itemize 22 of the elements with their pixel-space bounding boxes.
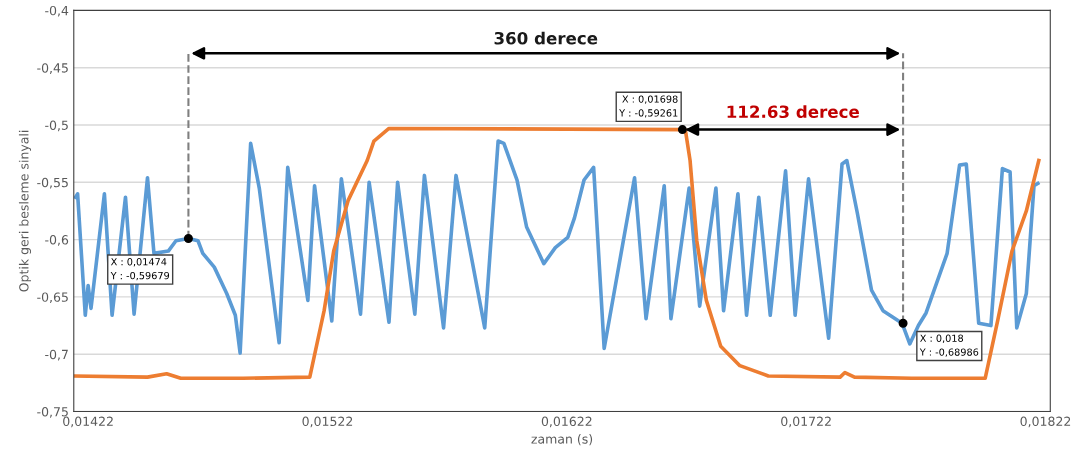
annotation: 360 derece bbox=[494, 31, 598, 45]
line-series bbox=[73, 125, 1041, 381]
y-tick-label: -0,7 bbox=[45, 349, 68, 361]
y-tick-label: -0,75 bbox=[37, 406, 68, 418]
y-tick-label: -0,5 bbox=[45, 120, 68, 132]
x-tick-label: 0,01522 bbox=[302, 416, 353, 428]
x-tick-label: 0,01422 bbox=[63, 416, 113, 428]
annotation: X : 0,01698 Y : -0,59261 bbox=[619, 95, 678, 118]
x-tick-label: 0,01622 bbox=[541, 416, 592, 428]
y-tick-label: -0,45 bbox=[37, 63, 68, 74]
y-tick-label: -0,65 bbox=[37, 292, 68, 304]
annotation: X : 0,018 Y : -0,68986 bbox=[919, 334, 979, 357]
annotation: X : 0,01474 Y : -0,59679 bbox=[110, 258, 170, 281]
x-axis-title: zaman (s) bbox=[531, 434, 593, 446]
y-tick-label: -0,4 bbox=[45, 5, 69, 17]
x-tick-label: 0,01722 bbox=[781, 416, 831, 428]
x-tick-label: 0,01822 bbox=[1020, 416, 1071, 428]
y-tick-label: -0,55 bbox=[37, 177, 68, 189]
annotation: 112.63 derece bbox=[727, 105, 859, 119]
line-series bbox=[73, 139, 1040, 355]
y-axis-title: Optik geri besleme sinyali bbox=[18, 130, 32, 292]
y-tick-label: -0,6 bbox=[45, 235, 69, 246]
